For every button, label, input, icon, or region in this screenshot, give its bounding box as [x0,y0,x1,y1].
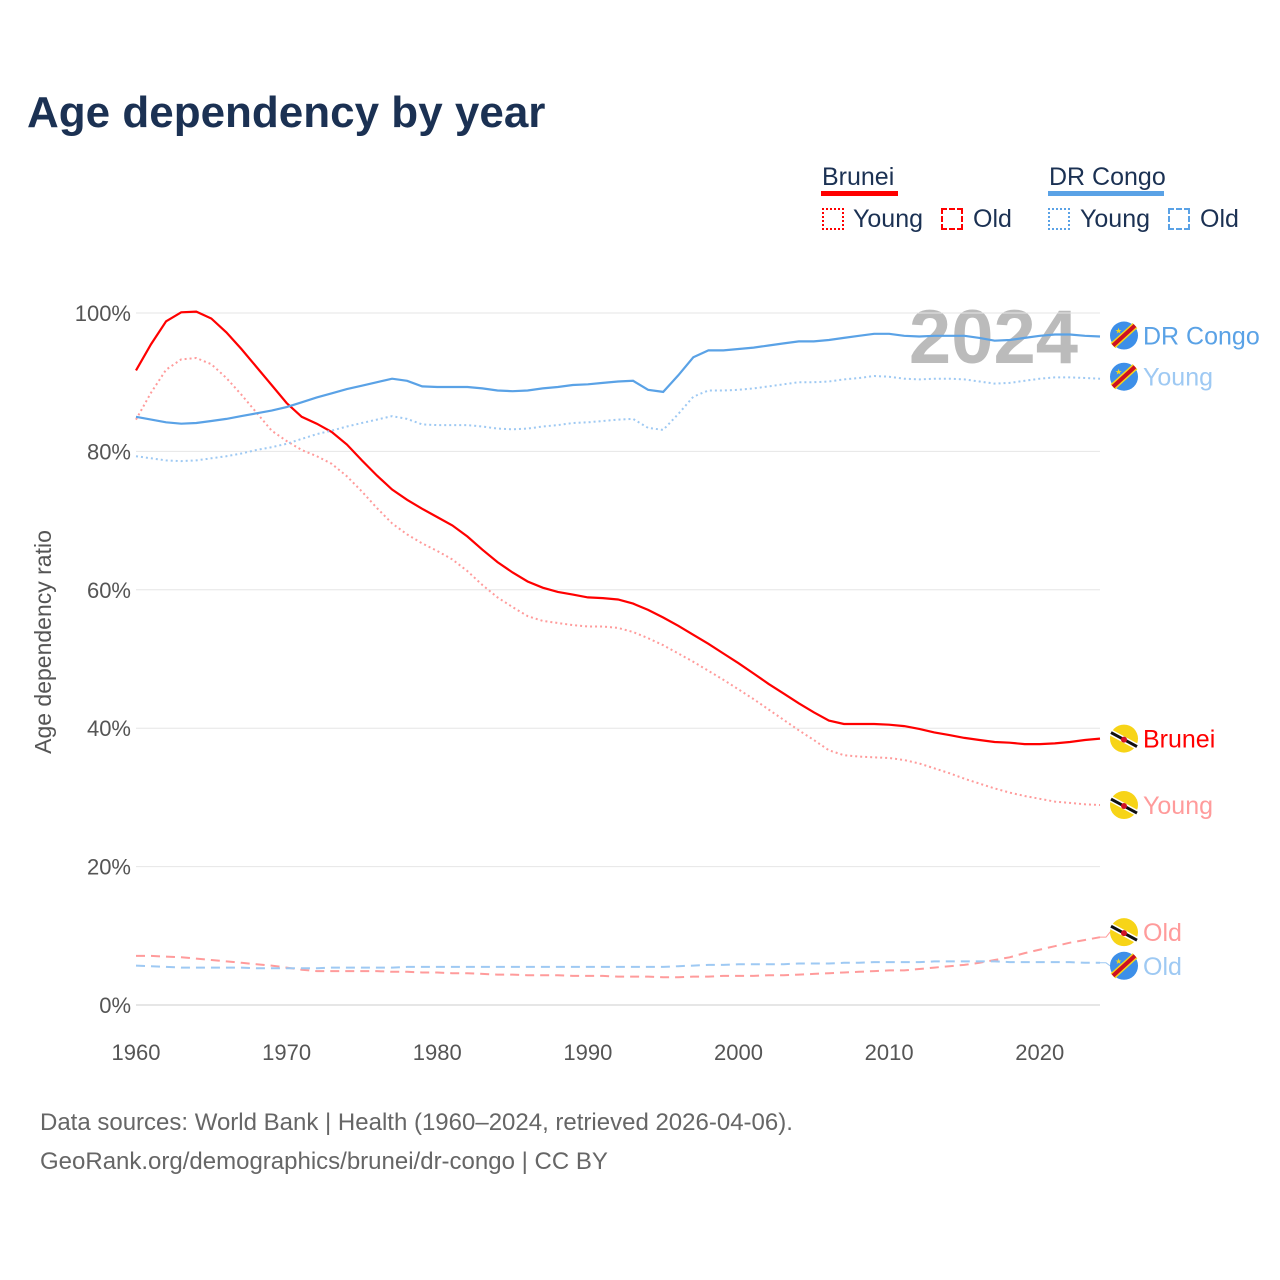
line-drc-total [135,332,1101,425]
x-tick-label: 2010 [865,1040,914,1065]
flag-drc-icon: ★ [1110,321,1138,350]
y-tick-label: 20% [87,855,131,880]
end-label-drc-total: DR Congo [1143,323,1260,351]
legend-drc-young[interactable]: Young [1080,205,1150,233]
flag-stripe [1111,324,1137,348]
line-drc-old [135,960,1100,970]
flag-brunei-icon [1109,791,1139,820]
footer-sources: Data sources: World Bank | Health (1960–… [40,1109,793,1136]
legend-brunei-old-swatch [941,208,963,230]
legend-brunei-swatch [821,191,898,196]
y-tick-label: 100% [75,301,131,326]
flag-star: ★ [1115,327,1122,336]
x-tick-label: 2000 [714,1040,763,1065]
flag-stripe [1111,365,1137,389]
flag-brunei-icon [1109,724,1139,753]
legend-brunei-young-swatch [822,208,844,230]
flag-emblem [1121,930,1127,937]
legend-brunei[interactable]: Brunei [822,163,895,191]
end-label-brunei-total: Brunei [1143,726,1215,754]
end-label-drc-young: Young [1143,364,1213,392]
flag-emblem [1121,736,1127,743]
y-tick-label: 80% [87,439,131,464]
x-tick-label: 1990 [563,1040,612,1065]
flag-drc-icon: ★ [1110,362,1138,391]
y-tick-label: 40% [87,716,131,741]
legend-drc[interactable]: DR Congo [1049,163,1166,191]
legend-brunei-young[interactable]: Young [853,205,923,233]
x-tick-label: 1960 [112,1040,161,1065]
legend-drc-old[interactable]: Old [1200,205,1239,233]
y-axis-label: Age dependency ratio [30,530,56,754]
x-tick-label: 2020 [1015,1040,1064,1065]
line-drc-young [135,374,1101,463]
legend-brunei-old[interactable]: Old [973,205,1012,233]
legend-drc-young-swatch [1048,208,1070,230]
flag-stripe [1111,954,1137,978]
legend-drc-old-swatch [1168,208,1190,230]
footer-link[interactable]: GeoRank.org/demographics/brunei/dr-congo… [40,1148,608,1175]
x-tick-label: 1970 [262,1040,311,1065]
end-label-brunei-old: Old [1143,919,1182,947]
end-label-drc-old: Old [1143,953,1182,981]
y-tick-label: 0% [99,993,131,1018]
flag-star: ★ [1115,368,1122,377]
flag-brunei-icon [1109,918,1139,947]
legend-drc-swatch [1048,191,1164,196]
flag-emblem [1121,803,1127,810]
year-watermark: 2024 [909,295,1078,380]
line-brunei-total [135,310,1101,746]
line-brunei-old [136,936,1101,979]
plot-area: 2024 0% 20% 40% 60% 80% 100% 1960 1970 1980 1990 2… [30,295,1260,1065]
flag-star: ★ [1115,957,1122,966]
line-brunei-young [135,356,1101,806]
chart-title: Age dependency by year [27,88,546,137]
y-tick-label: 60% [87,578,131,603]
flag-drc-icon: ★ [1110,951,1138,980]
end-label-brunei-young: Young [1143,792,1213,820]
x-tick-label: 1980 [413,1040,462,1065]
